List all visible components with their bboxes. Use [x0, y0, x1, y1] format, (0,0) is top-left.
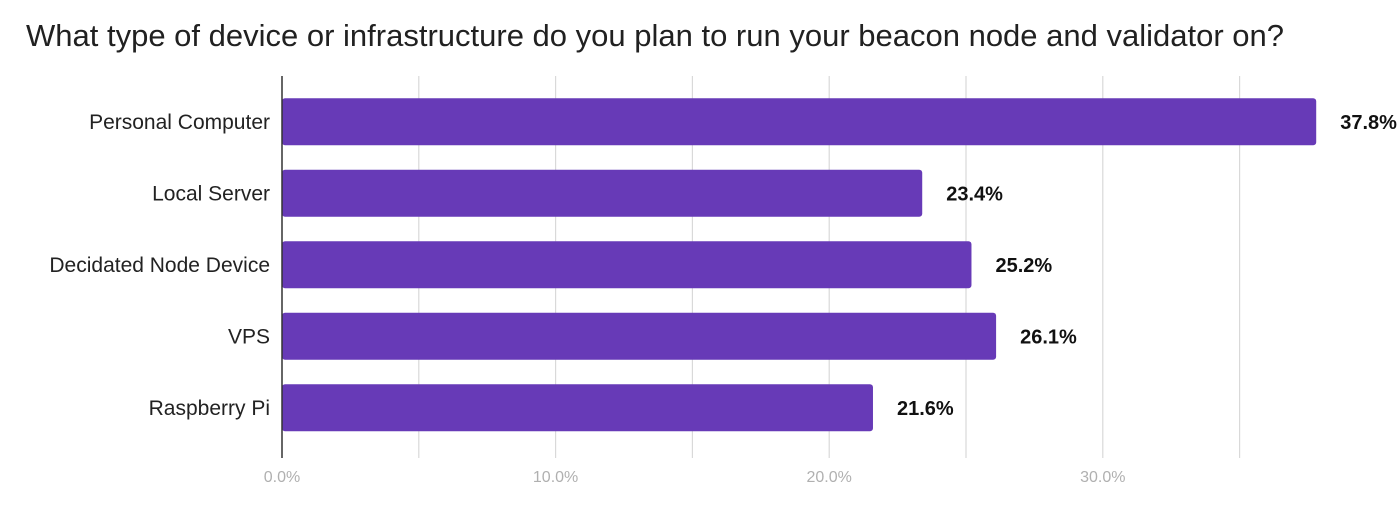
value-label: 21.6% — [897, 398, 954, 420]
bar — [282, 169, 923, 217]
x-tick-label: 20.0% — [807, 469, 852, 486]
x-tick-label: 30.0% — [1080, 469, 1125, 486]
value-label: 25.2% — [995, 255, 1052, 277]
category-label: Decidated Node Device — [49, 254, 270, 277]
x-tick-label: 10.0% — [533, 469, 578, 486]
bar — [282, 241, 972, 289]
category-label: Local Server — [152, 182, 270, 205]
value-label: 37.8% — [1340, 112, 1397, 134]
bar — [282, 98, 1317, 146]
category-label: Raspberry Pi — [149, 397, 270, 420]
bar — [282, 312, 997, 360]
x-tick-label: 0.0% — [264, 469, 300, 486]
category-label: Personal Computer — [89, 111, 270, 134]
value-label: 26.1% — [1020, 326, 1077, 348]
bar — [282, 384, 873, 432]
chart-title: What type of device or infrastructure do… — [26, 18, 1284, 53]
category-label: VPS — [228, 325, 270, 348]
value-label: 23.4% — [946, 183, 1003, 205]
